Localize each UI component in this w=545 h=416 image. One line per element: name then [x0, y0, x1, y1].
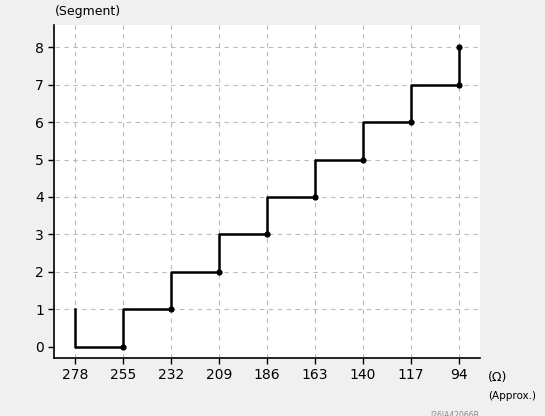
Text: (Ω): (Ω)	[488, 371, 507, 384]
Text: (Approx.): (Approx.)	[488, 391, 536, 401]
Text: (Segment): (Segment)	[54, 5, 120, 18]
Text: J26IA42066B: J26IA42066B	[431, 411, 480, 416]
